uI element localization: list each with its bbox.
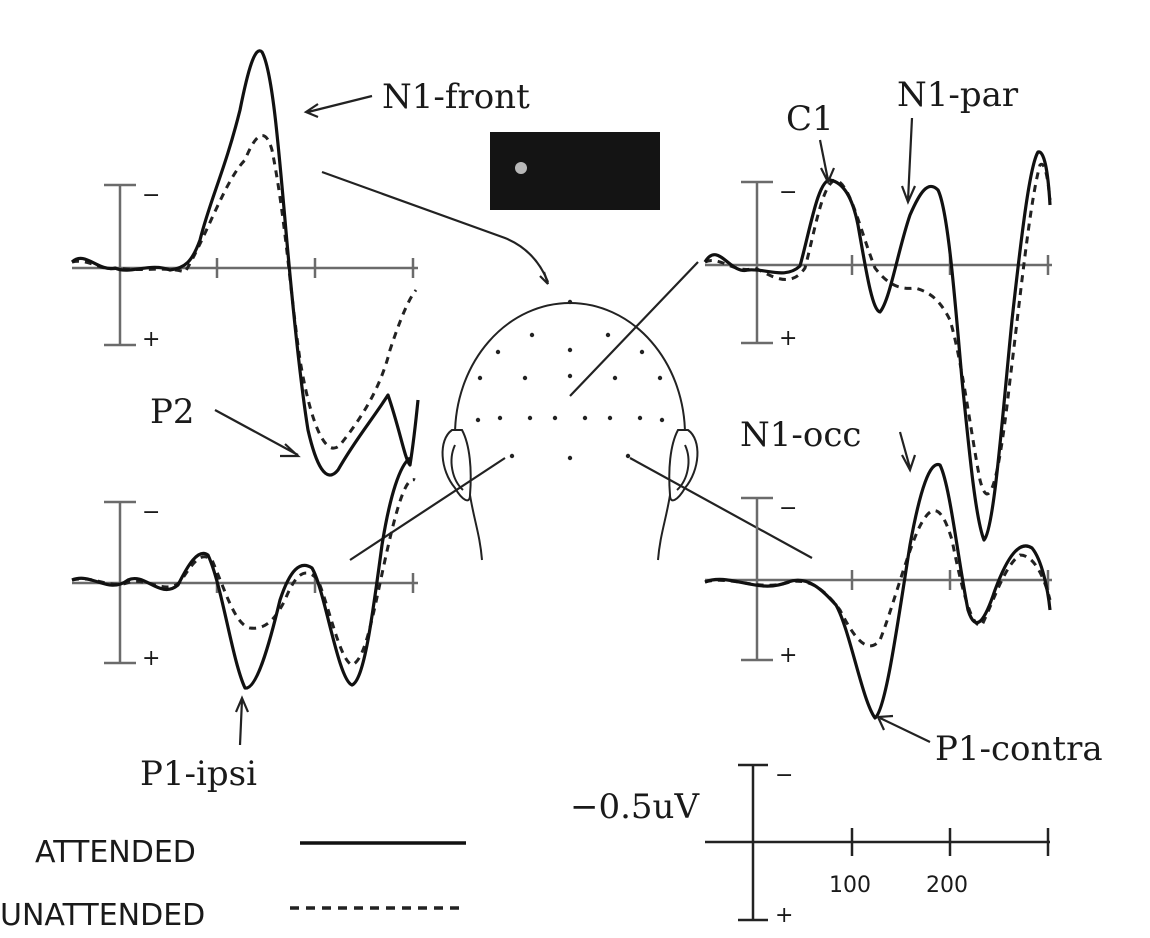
legend: ATTENDED UNATTENDED [0,835,466,933]
arrow-p2 [214,409,301,458]
electrode-leaders [321,170,813,561]
panel-frontal-pos-sign: + [142,327,160,352]
label-p1-contra: P1-contra [935,729,1103,769]
panel-parietal-neg-sign: − [779,180,797,205]
panel-parietal-pos-sign: + [779,326,797,351]
left-ear [441,429,483,561]
component-labels: N1-front C1 N1-par P2 N1-occ P1-ipsi P1-… [140,75,1103,794]
panel-ipsi-neg-sign: − [142,500,160,525]
scale-tick-100: 100 [829,873,871,898]
label-p1-ipsi: P1-ipsi [140,754,257,794]
arrow-n1-par [900,117,917,205]
arrow-p1-ipsi [234,695,250,746]
scale-bar: − + −0.5uV 100 200 [570,763,1050,928]
legend-attended-label: ATTENDED [35,835,196,870]
scale-tick-200: 200 [926,873,968,898]
arrow-n1-front [303,94,373,119]
arrow-n1-occ [898,431,917,473]
waveform-frontal-attended [70,49,420,477]
scale-amplitude: −0.5uV [570,787,700,827]
legend-unattended-label: UNATTENDED [0,898,205,933]
waveform-ipsi-unattended [71,478,416,667]
leader-contra [629,457,813,559]
panel-contra-pos-sign: + [779,643,797,668]
electrode-dots [475,299,665,461]
head-outline [454,302,686,436]
leader-front-arrow [539,271,550,285]
panel-frontal: − + [70,49,420,477]
head-schematic [441,299,699,561]
label-n1-front: N1-front [382,77,530,117]
panel-parietal-axes [705,180,1052,345]
waveform-contra-attended [704,462,1052,720]
stimulus-panel [490,132,660,210]
panel-contra-axes [705,496,1052,662]
scale-neg-sign: − [775,763,793,788]
label-n1-par: N1-par [897,75,1019,115]
stimulus-display [490,132,660,210]
waveform-frontal-unattended [71,134,418,450]
arrow-p1-contra [876,714,931,743]
label-n1-occ: N1-occ [740,415,861,455]
waveform-parietal-attended [703,150,1052,542]
label-c1: C1 [786,99,834,139]
panel-ipsi-pos-sign: + [142,646,160,671]
head-sides [454,434,686,471]
waveform-ipsi-attended [71,456,412,690]
panel-frontal-neg-sign: − [142,183,160,208]
label-p2: P2 [150,392,195,432]
waveform-parietal-unattended [704,162,1052,496]
panel-contra: − + [704,462,1052,720]
panel-parietal: − + [703,150,1052,542]
leader-ipsi [349,457,506,561]
stimulus-dot [515,162,527,174]
right-ear [657,429,699,561]
scale-pos-sign: + [775,903,793,928]
arrow-c1 [818,139,836,185]
leader-par [569,261,699,397]
panel-contra-neg-sign: − [779,496,797,521]
panel-frontal-axes [72,183,418,347]
panel-ipsi: − + [71,456,418,690]
